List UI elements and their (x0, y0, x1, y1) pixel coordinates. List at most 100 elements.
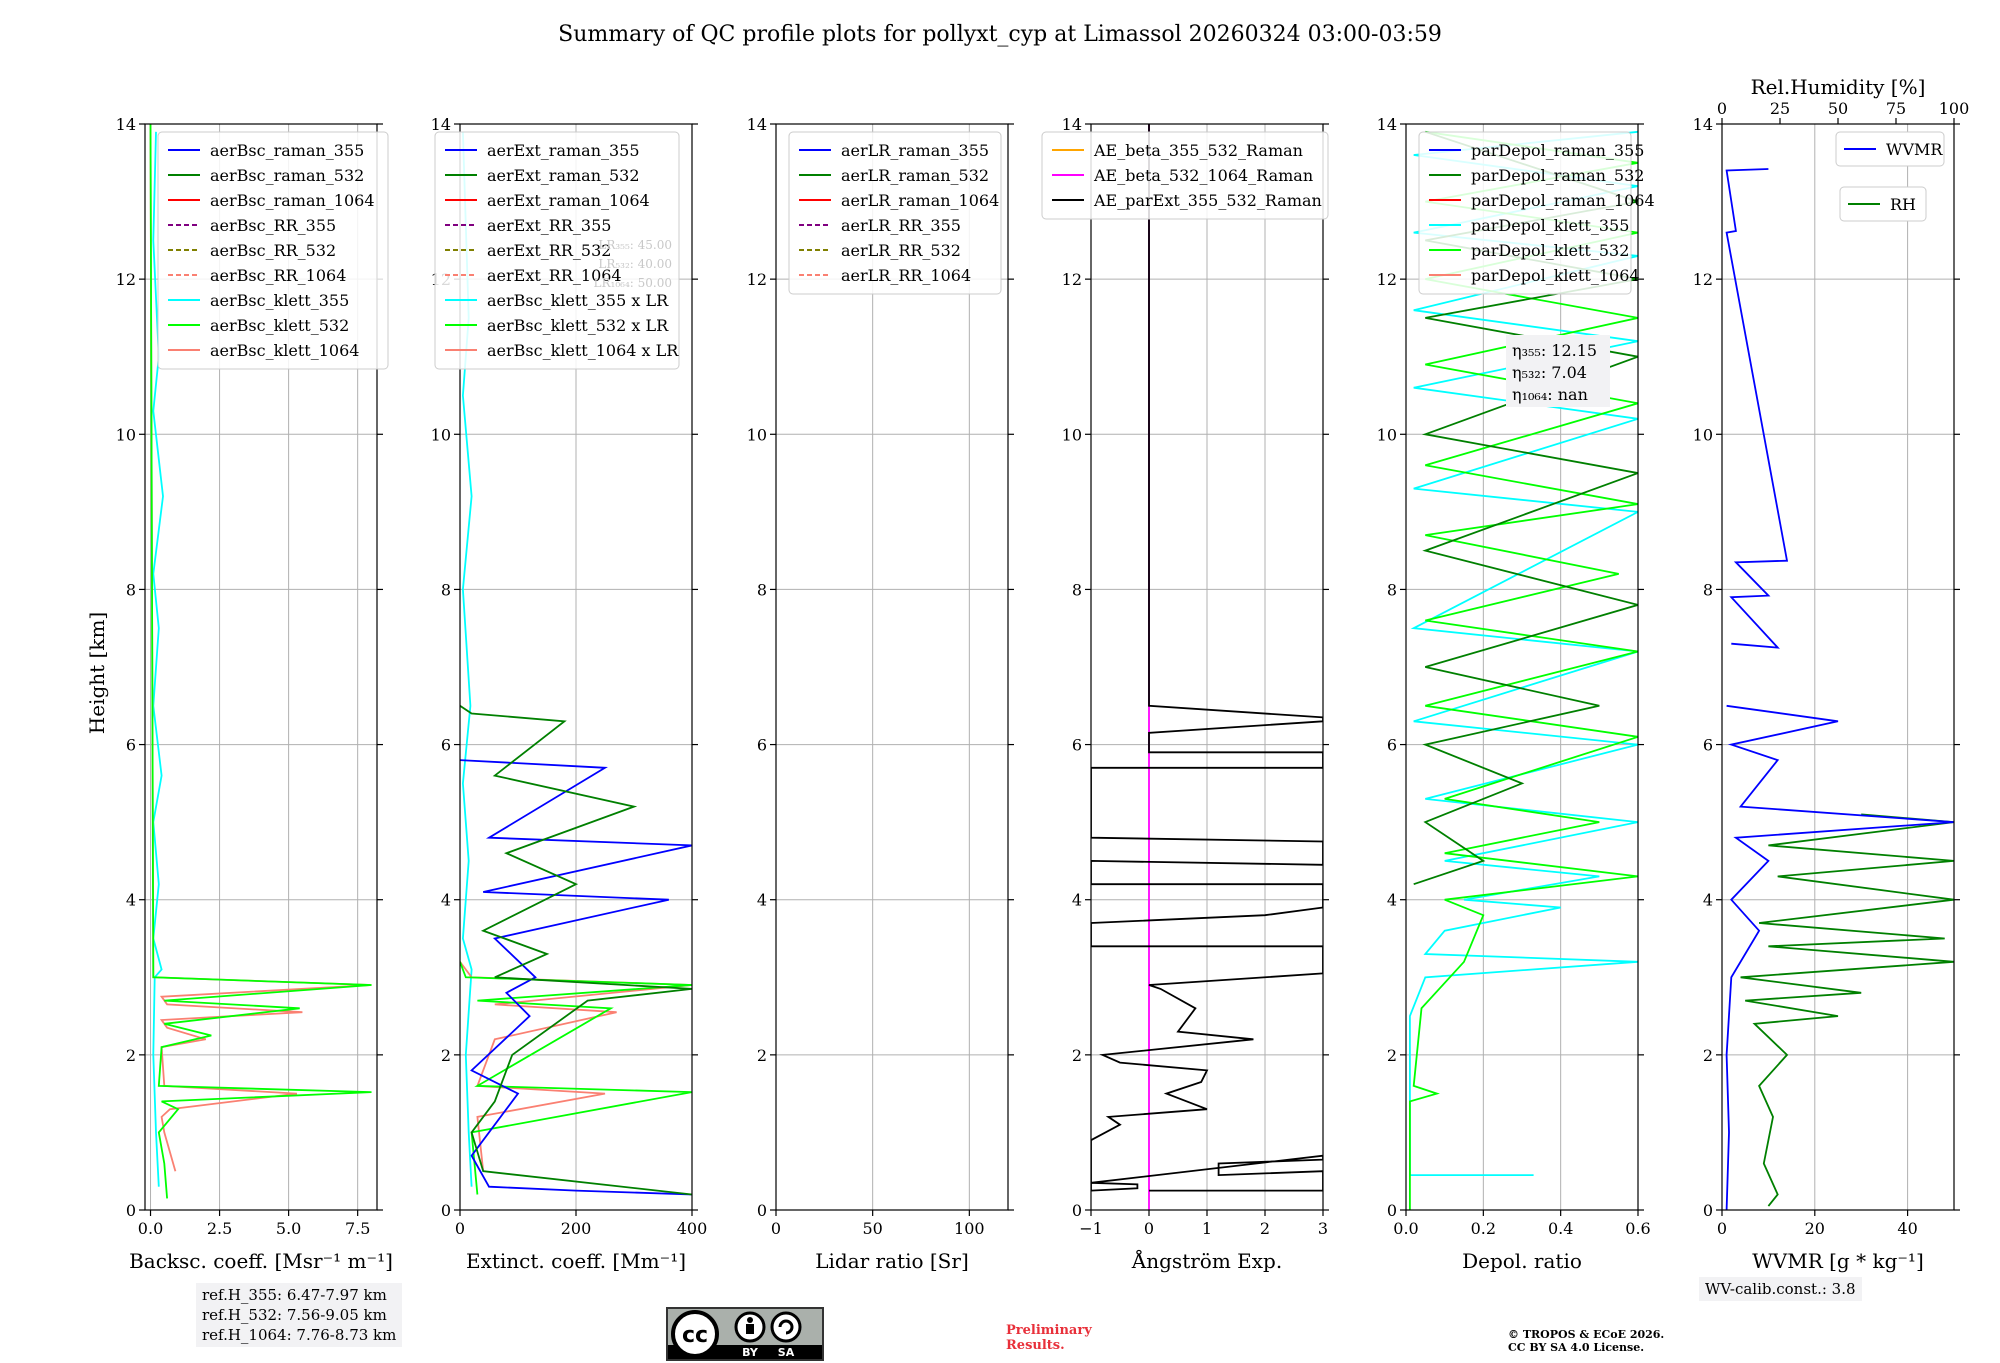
legend-label: parDepol_raman_1064 (1471, 191, 1655, 210)
series-rh (1740, 813, 1954, 1207)
y-tick-label: 2 (1703, 1046, 1713, 1065)
legend-label: aerExt_raman_1064 (487, 191, 650, 210)
legend-label: AE_parExt_355_532_Raman (1093, 191, 1322, 210)
x-tick-label: 0 (1717, 1219, 1727, 1238)
cc-text: cc (682, 1323, 708, 1348)
x-tick-label: 1 (1202, 1219, 1212, 1238)
y-tick-label: 12 (1693, 270, 1713, 289)
ref-height-532: ref.H_532: 7.56-9.05 km (202, 1306, 387, 1324)
legend-label: aerExt_RR_355 (487, 216, 611, 235)
y-tick-label: 14 (431, 115, 451, 134)
eta-value: η₁₀₆₄: nan (1512, 385, 1588, 404)
legend-label: parDepol_klett_532 (1471, 241, 1629, 260)
y-tick-label: 0 (757, 1201, 767, 1220)
y-tick-label: 8 (1387, 580, 1397, 599)
x-tick-label: 100 (954, 1219, 985, 1238)
y-tick-label: 4 (126, 891, 136, 910)
y-tick-label: 14 (1693, 115, 1713, 134)
y-tick-label: 6 (441, 736, 451, 755)
y-axis-label: Height [km] (85, 612, 109, 734)
series-ae-parext-355-532-raman (1091, 124, 1323, 1192)
panel-bsc: 0 2 4 6 8 10 12 14 0.0 2.5 5.0 7.5 Backsc. coeff. [M… (116, 115, 393, 1273)
y-tick-label: 4 (1703, 891, 1713, 910)
cc-by-text: BY (742, 1346, 759, 1359)
y-tick-label: 4 (1387, 891, 1397, 910)
legend-label: aerBsc_raman_355 (210, 141, 364, 160)
legend-label: aerExt_raman_355 (487, 141, 640, 160)
rh-axis: Rel.Humidity [%] 0 25 50 75 100 (1717, 75, 1969, 124)
eta-value: η₅₃₂: 7.04 (1512, 363, 1587, 382)
x-tick-label: 0 (771, 1219, 781, 1238)
x-tick-label: 200 (561, 1219, 592, 1238)
y-tick-label: 14 (747, 115, 767, 134)
rh-tick-label: 100 (1939, 99, 1970, 118)
y-tick-label: 2 (441, 1046, 451, 1065)
legend-label: aerLR_RR_355 (841, 216, 961, 235)
legend-label: parDepol_klett_355 (1471, 216, 1629, 235)
series-group-bsc (149, 124, 372, 1199)
x-tick-label: 7.5 (345, 1219, 370, 1238)
axes-frame (1405, 123, 1639, 1211)
y-tick-label: 8 (1072, 580, 1082, 599)
y-tick-label: 12 (116, 270, 136, 289)
y-tick-label: 14 (1377, 115, 1397, 134)
y-tick-label: 2 (1387, 1046, 1397, 1065)
x-tick-label: 0.0 (138, 1219, 163, 1238)
x-tick-label: 3 (1318, 1219, 1328, 1238)
legend-label: aerExt_RR_1064 (487, 266, 622, 285)
legend-label: parDepol_raman_532 (1471, 166, 1644, 185)
legend-label: RH (1890, 195, 1916, 214)
reference-height-box: ref.H_355: 6.47-7.97 km ref.H_532: 7.56-… (196, 1283, 403, 1347)
rh-tick-label: 75 (1886, 99, 1906, 118)
y-tick-label: 12 (747, 270, 767, 289)
y-tick-label: 12 (1062, 270, 1082, 289)
x-tick-label: 0.2 (1471, 1219, 1496, 1238)
axes-frame (1721, 123, 1955, 1211)
y-tick-label: 12 (1377, 270, 1397, 289)
ref-height-1064: ref.H_1064: 7.76-8.73 km (202, 1326, 397, 1344)
lidar-ratio-note: LR₅₃₂: 40.00 (598, 257, 672, 271)
series-wvmr (1725, 704, 1954, 1210)
y-tick-label: 10 (1062, 425, 1082, 444)
y-tick-label: 8 (757, 580, 767, 599)
legend-label: aerBsc_klett_532 (210, 316, 349, 335)
y-tick-label: 0 (126, 1201, 136, 1220)
rh-tick-label: 0 (1717, 99, 1727, 118)
cc-license-icon: cc BY SA (668, 1310, 822, 1359)
series-aerbsc-klett-355 (152, 131, 164, 1187)
rh-axis-label: Rel.Humidity [%] (1751, 75, 1926, 99)
y-tick-label: 4 (1072, 891, 1082, 910)
legend-label: parDepol_raman_355 (1471, 141, 1644, 160)
legend-label: aerLR_raman_355 (841, 141, 989, 160)
panel-dep: 0 2 4 6 8 10 12 14 0.0 0.2 0.4 0.6 Depol. ratio parDe… (1377, 115, 1655, 1273)
x-axis-label: Ångström Exp. (1131, 1248, 1282, 1273)
y-tick-label: 6 (757, 736, 767, 755)
preliminary-line-1: Preliminary (1006, 1323, 1092, 1338)
legend-box (1418, 131, 1632, 295)
legend-lr: aerLR_raman_355 aerLR_raman_532 aerLR_rama… (788, 131, 1002, 295)
ref-height-355: ref.H_355: 6.47-7.97 km (202, 1286, 387, 1304)
y-tick-label: 4 (757, 891, 767, 910)
legend-label: aerBsc_klett_355 (210, 291, 349, 310)
preliminary-line-2: Results. (1006, 1338, 1065, 1353)
y-tick-label: 10 (431, 425, 451, 444)
y-tick-label: 8 (441, 580, 451, 599)
wv-calib-box: WV-calib.const.: 3.8 (1699, 1277, 1862, 1301)
x-tick-label: 40 (1897, 1219, 1917, 1238)
legend-wvmr: WVMR (1835, 131, 1945, 167)
legend-label: aerBsc_klett_532 x LR (487, 316, 669, 335)
legend-label: aerLR_raman_1064 (841, 191, 999, 210)
x-tick-label: 0.0 (1393, 1219, 1418, 1238)
rh-tick-label: 50 (1828, 99, 1848, 118)
y-tick-label: 14 (116, 115, 136, 134)
cc-sa-text: SA (778, 1346, 795, 1359)
x-tick-label: 0.4 (1548, 1219, 1573, 1238)
x-tick-label: 20 (1805, 1219, 1825, 1238)
y-tick-label: 10 (116, 425, 136, 444)
y-tick-label: 10 (747, 425, 767, 444)
axes-frame (144, 123, 378, 1211)
legend-label: aerBsc_klett_1064 x LR (487, 341, 679, 360)
legend-label: aerBsc_RR_532 (210, 241, 336, 260)
